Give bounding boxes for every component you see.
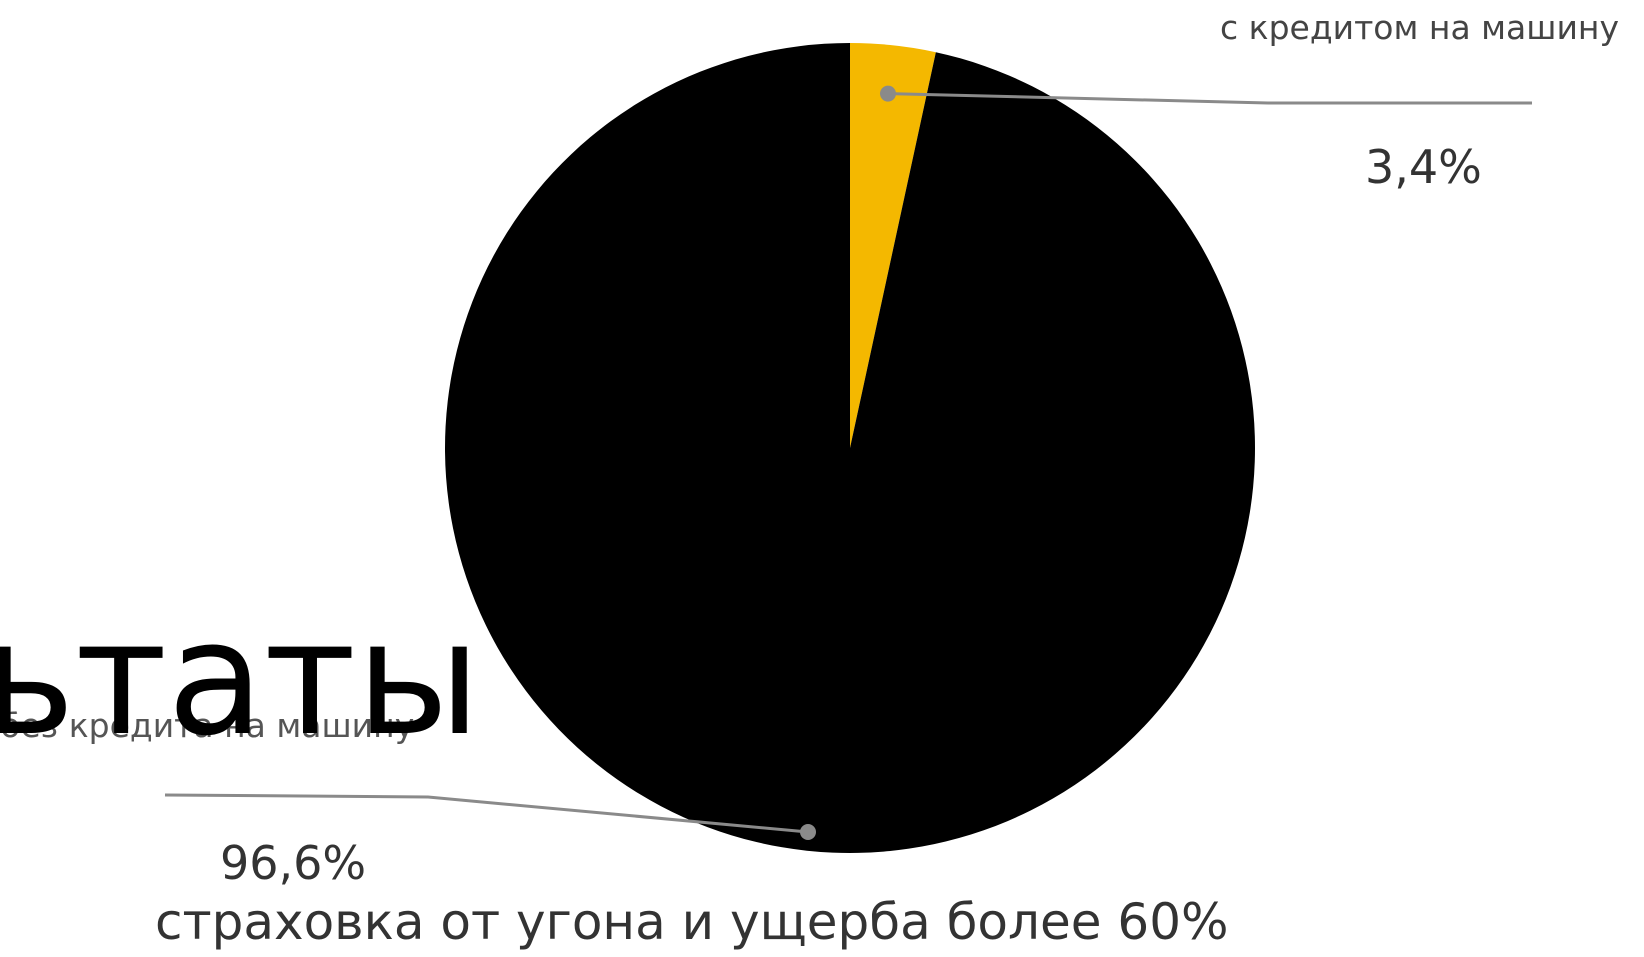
- leader-line-credit-dot: [879, 85, 896, 102]
- slice-value-credit: 3,4%: [1365, 140, 1482, 194]
- overlay-title-fragment: ьтаты: [0, 587, 481, 771]
- slice-label-credit: с кредитом на машину: [1220, 8, 1620, 47]
- leader-line-no-credit-dot: [800, 824, 816, 840]
- chart-subtitle: страховка от угона и ущерба более 60%: [155, 893, 1229, 951]
- pie-slice-no-credit: [445, 43, 1256, 853]
- leader-line-no-credit: [164, 793, 809, 834]
- pie-slice-credit: [850, 43, 936, 448]
- leader-line-credit: [887, 92, 1532, 105]
- slice-value-no-credit: 96,6%: [220, 836, 367, 890]
- slice-label-no-credit: без кредита на машину: [0, 706, 415, 745]
